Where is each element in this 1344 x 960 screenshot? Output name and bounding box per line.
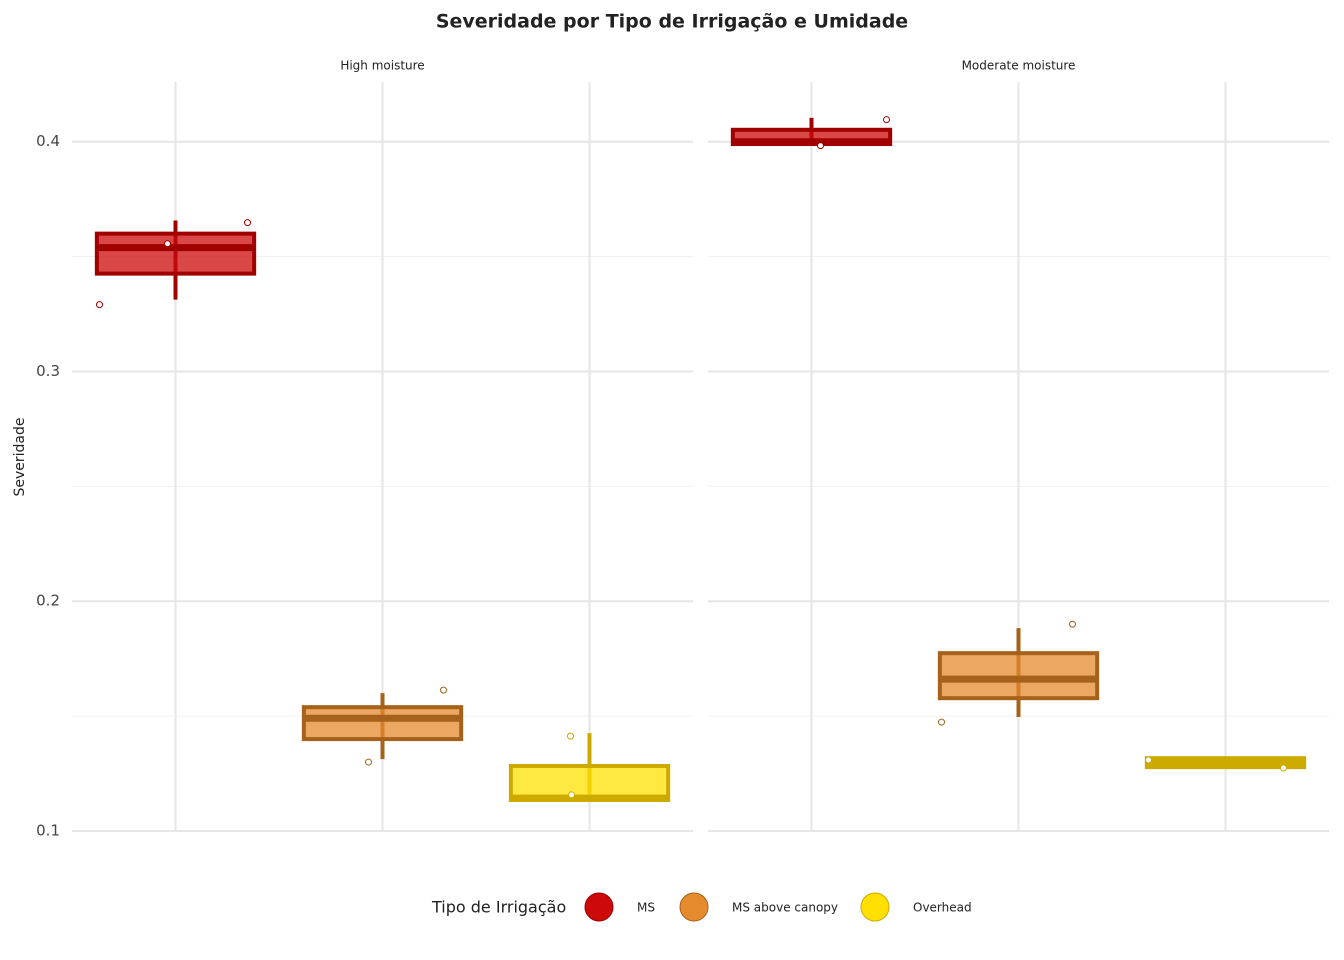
data-point — [1069, 620, 1076, 628]
data-point — [96, 301, 103, 309]
y-tick-label: 0.3 — [36, 362, 60, 380]
legend-key — [860, 892, 890, 922]
box — [508, 763, 671, 802]
data-point — [244, 219, 251, 227]
legend-label: MS — [637, 901, 655, 915]
legend-label: MS above canopy — [732, 901, 838, 915]
panel-title: Moderate moisture — [962, 59, 1076, 73]
data-point — [365, 758, 372, 766]
data-point — [1145, 756, 1152, 764]
legend-key — [679, 892, 709, 922]
box — [301, 705, 464, 742]
data-point — [1280, 764, 1287, 772]
data-point — [883, 116, 890, 124]
y-axis-label: Severidade — [12, 417, 28, 496]
panel-title: High moisture — [340, 59, 424, 73]
data-point — [817, 142, 824, 150]
box — [94, 231, 257, 276]
data-point — [164, 240, 171, 248]
legend-label: Overhead — [913, 901, 972, 915]
legend-key — [584, 892, 614, 922]
data-point — [938, 718, 945, 726]
y-tick-label: 0.1 — [36, 822, 60, 840]
legend-title: Tipo de Irrigação — [431, 898, 566, 917]
y-tick-label: 0.4 — [36, 132, 60, 150]
chart-title: Severidade por Tipo de Irrigação e Umida… — [436, 11, 908, 33]
data-point — [440, 686, 447, 694]
y-tick-label: 0.2 — [36, 592, 60, 610]
data-point — [568, 791, 575, 799]
data-point — [567, 732, 574, 740]
